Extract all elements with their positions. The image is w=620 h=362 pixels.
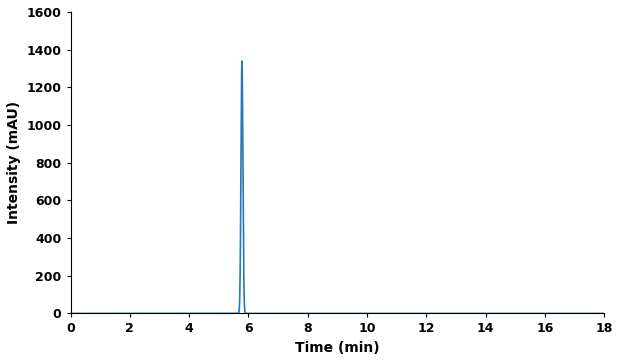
- X-axis label: Time (min): Time (min): [295, 341, 380, 355]
- Y-axis label: Intensity (mAU): Intensity (mAU): [7, 101, 21, 224]
